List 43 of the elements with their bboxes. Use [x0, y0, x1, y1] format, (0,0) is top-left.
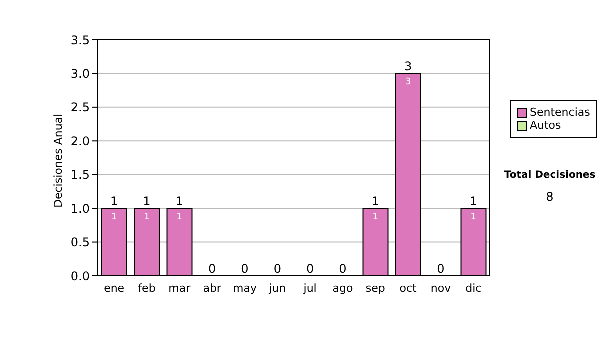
y-tick-label: 3.0: [70, 66, 90, 81]
y-axis-title: Decisiones Anual: [52, 114, 65, 208]
text: 8: [545, 190, 555, 204]
total-label: 1: [176, 194, 184, 209]
total-label: 3: [404, 60, 412, 74]
total-label: 1: [372, 194, 380, 209]
x-tick-label: abr: [203, 282, 222, 295]
x-tick-label: sep: [366, 282, 386, 295]
data-label: 1: [470, 212, 477, 223]
total-label: 0: [306, 262, 314, 276]
y-tick-label: 1.5: [70, 168, 90, 182]
total-label: 0: [208, 262, 216, 276]
total-label: 1: [470, 194, 478, 209]
y-tick-label: 3.5: [70, 33, 90, 48]
y-tick-label: 2.5: [70, 100, 90, 115]
legend-label: Autos: [530, 119, 562, 132]
y-tick-label: 1.0: [70, 202, 90, 216]
data-label: 1: [372, 212, 379, 223]
legend-label: Sentencias: [530, 106, 590, 119]
x-tick-label: oct: [400, 282, 418, 295]
x-tick-label: ago: [332, 282, 354, 295]
total-label: 0: [437, 262, 445, 276]
x-tick-label: jul: [302, 282, 317, 295]
total-label: 1: [110, 194, 118, 209]
text: Total Decisiones: [503, 170, 597, 181]
x-tick-label: jun: [268, 282, 286, 295]
data-label: 1: [144, 212, 150, 223]
x-tick-label: nov: [430, 282, 452, 295]
total-label: 0: [339, 262, 347, 276]
total-label: 0: [241, 262, 249, 276]
x-tick-label: dic: [466, 282, 482, 295]
y-tick-label: 0.0: [70, 269, 90, 284]
total-label: 0: [274, 262, 282, 276]
data-label: 1: [111, 212, 118, 223]
x-tick-label: may: [233, 282, 258, 295]
y-tick-label: 0.5: [70, 236, 90, 250]
total-label: 1: [143, 194, 151, 209]
data-label: 1: [176, 212, 183, 223]
data-label: 3: [405, 78, 412, 88]
x-tick-label: feb: [138, 282, 156, 295]
y-tick-label: 2.0: [70, 134, 90, 148]
x-tick-label: mar: [168, 282, 192, 295]
x-tick-label: ene: [104, 282, 125, 295]
